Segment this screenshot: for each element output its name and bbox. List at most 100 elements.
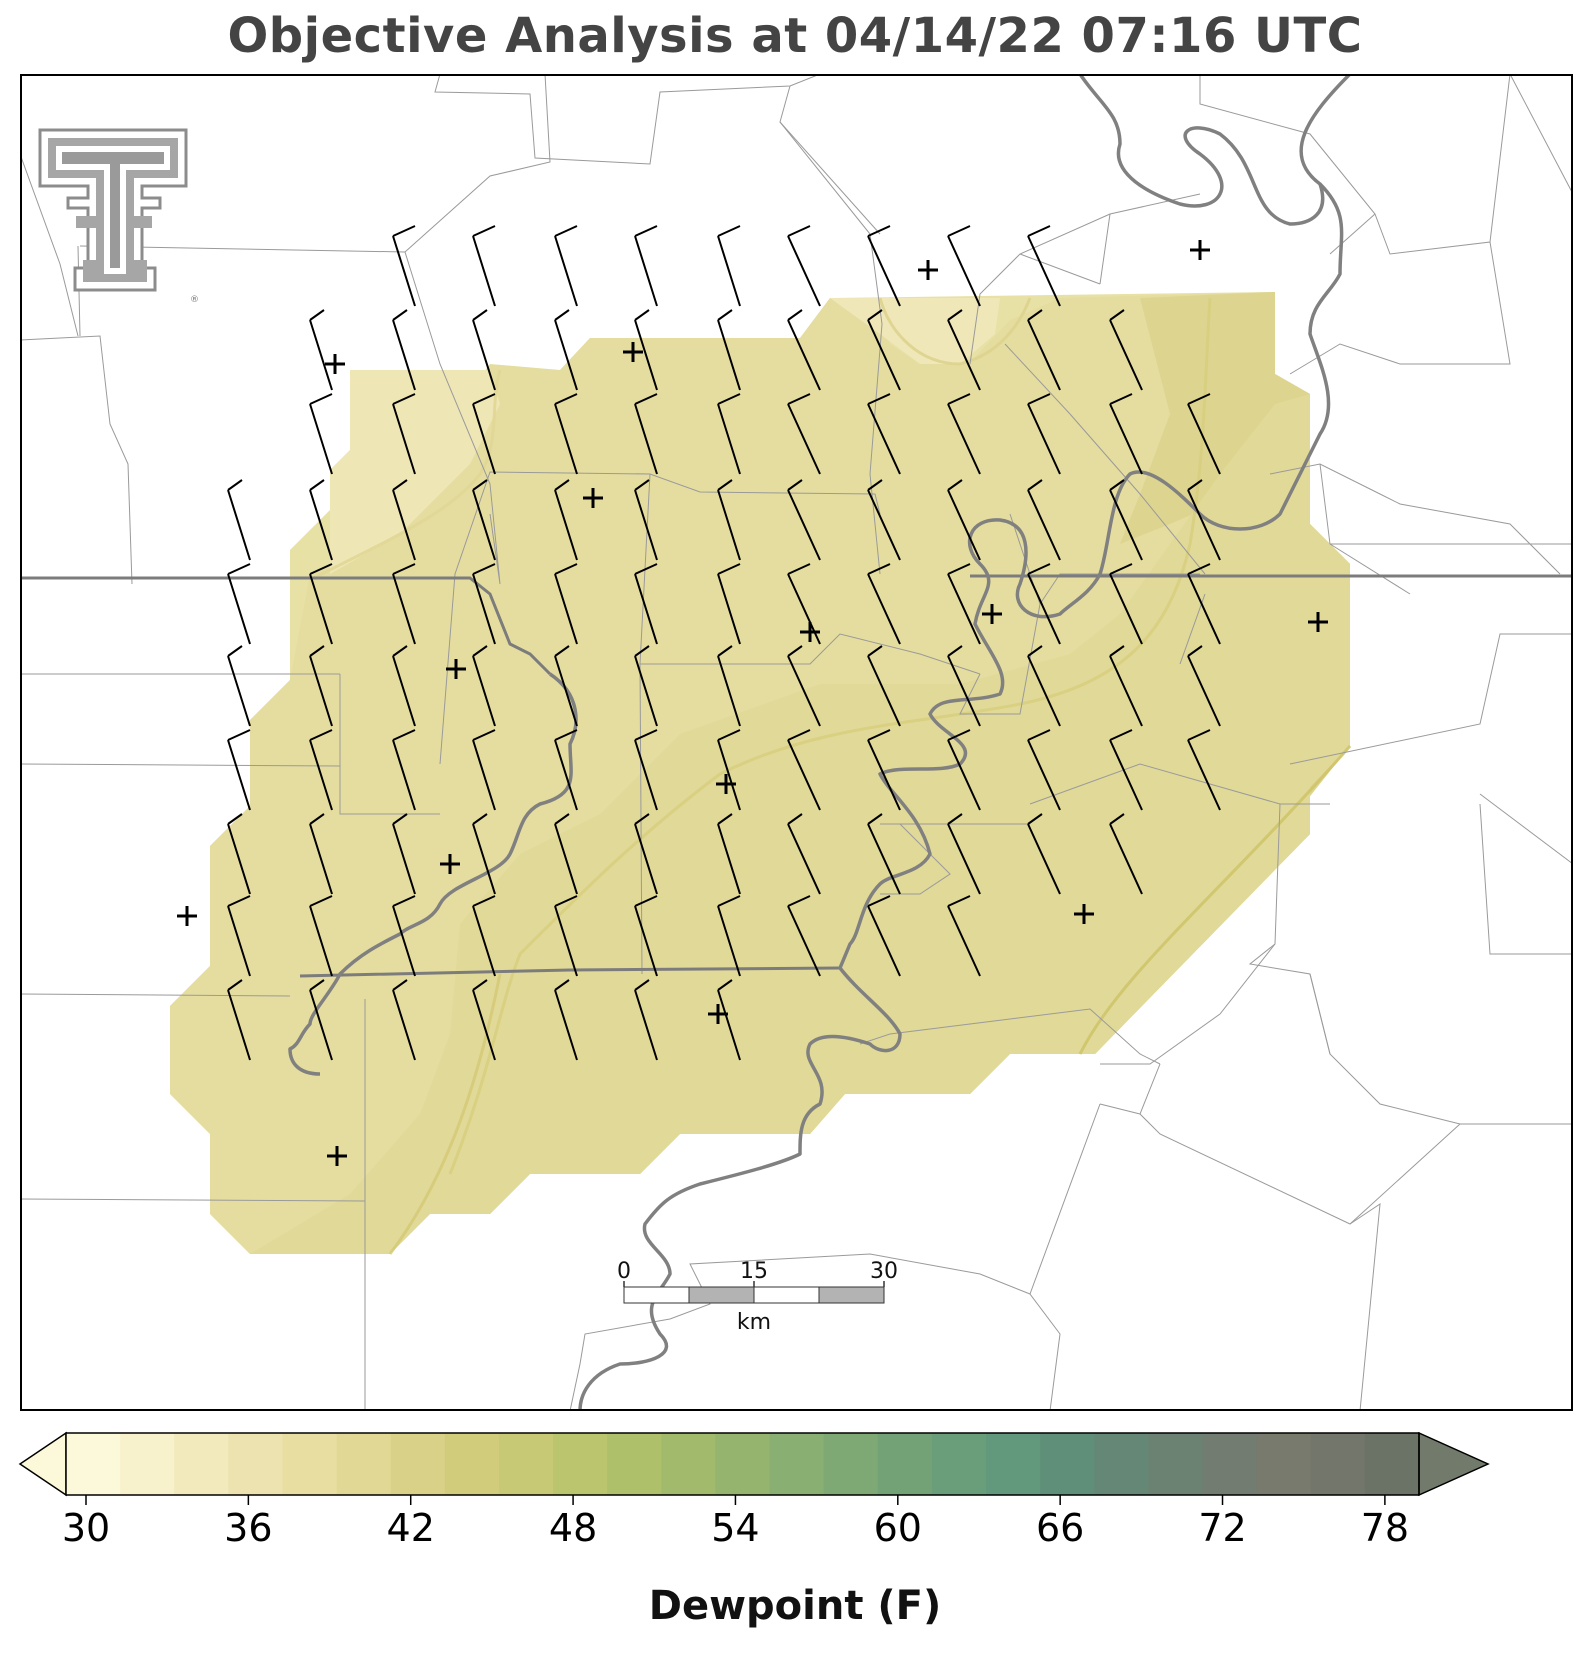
wind-barb: [947, 813, 981, 895]
wind-barb: [472, 645, 496, 727]
wind-barb: [947, 729, 981, 811]
station-marker: [1308, 612, 1328, 632]
station-marker: [440, 854, 460, 874]
wind-barb: [554, 479, 578, 561]
wind-barb: [472, 729, 496, 811]
wind-barb: [1109, 309, 1143, 391]
wind-barb: [1109, 563, 1143, 645]
map-frame: ® 0 15 30 km: [20, 74, 1573, 1411]
colorbar-cell: [66, 1433, 121, 1495]
colorbar-tick-label: 48: [549, 1506, 597, 1545]
colorbar-tick-label: 66: [1036, 1506, 1084, 1545]
wind-barb: [717, 645, 741, 727]
colorbar-cell: [120, 1433, 175, 1495]
scale-unit: km: [737, 1310, 771, 1335]
station-markers: [177, 240, 1328, 1166]
station-marker: [708, 1004, 728, 1024]
wind-barb: [717, 979, 741, 1061]
wind-barb: [392, 895, 416, 977]
wind-barb: [472, 309, 496, 391]
wind-barb: [554, 225, 578, 307]
page-title: Objective Analysis at 04/14/22 07:16 UTC: [227, 8, 1363, 64]
wind-barb: [1109, 479, 1143, 561]
colorbar-cell: [553, 1433, 608, 1495]
wind-barb: [554, 895, 578, 977]
wind-barb: [1027, 393, 1061, 475]
station-marker: [325, 354, 345, 374]
scale-bar: 0 15 30 km: [617, 1259, 898, 1335]
wind-barb: [947, 895, 981, 977]
river: [288, 74, 1352, 1411]
dewpoint-contours: [309, 297, 1352, 1255]
colorbar-cell: [1094, 1433, 1149, 1495]
wind-barb: [554, 979, 578, 1061]
wind-barb: [309, 393, 333, 475]
station-marker: [918, 260, 938, 280]
wind-barb: [787, 479, 821, 561]
station-marker: [177, 906, 197, 926]
wind-barb: [1027, 225, 1061, 307]
wind-barb: [787, 895, 821, 977]
wind-barb: [309, 479, 333, 561]
wind-barb: [717, 895, 741, 977]
colorbar-cell: [174, 1433, 229, 1495]
station-marker: [1074, 904, 1094, 924]
wind-barb: [867, 225, 901, 307]
wind-barb: [554, 393, 578, 475]
wind-barb: [717, 309, 741, 391]
wind-barb: [947, 563, 981, 645]
wind-barb: [634, 393, 658, 475]
wind-barb: [717, 813, 741, 895]
station-marker: [583, 488, 603, 508]
wind-barb: [554, 729, 578, 811]
colorbar-cell: [282, 1433, 338, 1495]
colorbar-cell: [336, 1433, 392, 1495]
wind-barb: [392, 393, 416, 475]
county-boundaries: [20, 74, 1573, 1411]
colorbar-cell: [1202, 1433, 1258, 1495]
colorbar-cell: [986, 1433, 1041, 1495]
scale-tick-30: 30: [870, 1259, 898, 1284]
colorbar-cell: [715, 1433, 771, 1495]
wind-barb: [392, 309, 416, 391]
wind-barb: [227, 563, 251, 645]
wind-barb: [1027, 645, 1061, 727]
colorbar-extend-min: [18, 1431, 67, 1497]
wind-barb: [392, 729, 416, 811]
wind-barb: [867, 813, 901, 895]
wind-barb: [309, 895, 333, 977]
wind-barb: [554, 813, 578, 895]
colorbar-cell: [1040, 1433, 1095, 1495]
wind-barb: [634, 979, 658, 1061]
wind-barb: [634, 309, 658, 391]
wind-barb: [947, 309, 981, 391]
wind-barb: [309, 309, 333, 391]
wind-barb: [1187, 393, 1221, 475]
station-marker: [623, 342, 643, 362]
wind-barb: [554, 563, 578, 645]
wind-barb: [554, 645, 578, 727]
colorbar-cell: [228, 1433, 283, 1495]
wind-barb: [787, 645, 821, 727]
colorbar-cell: [1310, 1433, 1366, 1495]
wind-barb: [309, 813, 333, 895]
wind-barbs: [227, 225, 1221, 1061]
wind-barb: [227, 813, 251, 895]
colorbar-tick-label: 60: [874, 1506, 922, 1545]
wind-barb: [634, 645, 658, 727]
wind-barb: [1109, 813, 1143, 895]
colorbar-cell: [444, 1433, 500, 1495]
wind-barb: [227, 729, 251, 811]
wind-barb: [1187, 729, 1221, 811]
station-marker: [800, 622, 820, 642]
wind-barb: [1027, 813, 1061, 895]
wind-barb: [472, 813, 496, 895]
colorbar-tick-label: 36: [224, 1506, 272, 1545]
wind-barb: [227, 979, 251, 1061]
colorbar-cell: [1364, 1433, 1420, 1495]
wind-barb: [634, 895, 658, 977]
scale-tick-0: 0: [617, 1259, 631, 1284]
wind-barb: [1109, 393, 1143, 475]
wind-barb: [1109, 645, 1143, 727]
colorbar-tick-label: 78: [1361, 1506, 1409, 1545]
